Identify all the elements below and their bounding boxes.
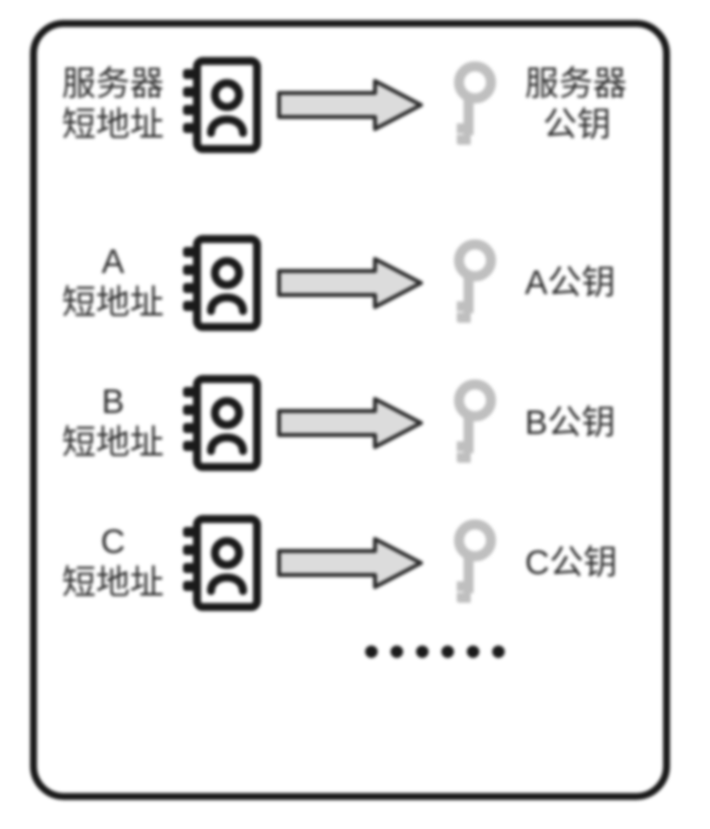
mapping-row-b: B 短地址 B公钥 [59,373,641,473]
left-label-line1: C [59,522,167,563]
key-icon [418,48,531,161]
mapping-row-c: C 短地址 C公钥 [59,513,641,613]
left-label-b: B 短地址 [59,382,167,464]
arrow-icon [275,395,425,451]
left-label-c: C 短地址 [59,522,167,604]
right-label-server: 服务器 公钥 [525,64,641,146]
right-label-line2: 公钥 [525,105,641,146]
ellipsis: •••••• [59,627,641,677]
key-icon [418,226,531,339]
contact-card-icon [177,233,265,333]
key-icon [418,506,531,619]
mapping-row-a: A 短地址 A公钥 [59,233,641,333]
key-icon [418,366,531,479]
arrow-icon [275,255,425,311]
right-label-a: A公钥 [525,263,641,304]
left-label-line1: B [59,382,167,423]
left-label-line2: 短地址 [59,105,167,146]
right-label-line1: 服务器 [525,64,641,105]
right-label-c: C公钥 [525,543,641,584]
left-label-line1: A [59,242,167,283]
left-label-line2: 短地址 [59,423,167,464]
right-label-b: B公钥 [525,403,641,444]
left-label-server: 服务器 短地址 [59,64,167,146]
contact-card-icon [177,373,265,473]
left-label-line2: 短地址 [59,563,167,604]
contact-card-icon [177,513,265,613]
left-label-a: A 短地址 [59,242,167,324]
contact-card-icon [177,55,265,155]
left-label-line2: 短地址 [59,283,167,324]
diagram-frame: 服务器 短地址 服务器 公钥 A 短地址 [30,20,670,800]
mapping-row-server: 服务器 短地址 服务器 公钥 [59,55,641,155]
arrow-icon [275,535,425,591]
left-label-line1: 服务器 [59,64,167,105]
arrow-icon [275,77,425,133]
